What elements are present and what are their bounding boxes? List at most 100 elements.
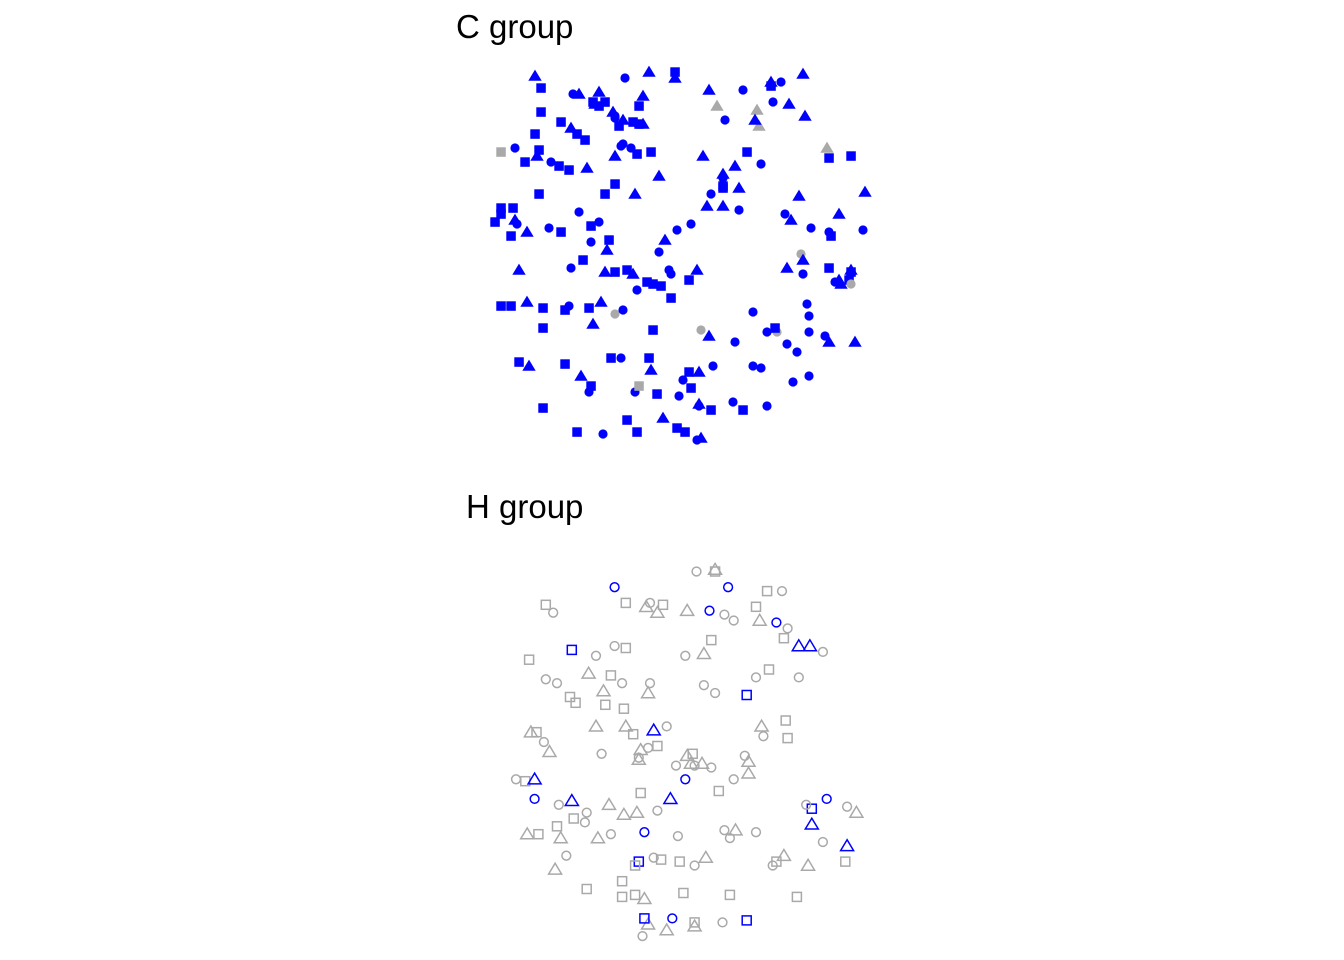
scatter-point-circle-muted bbox=[642, 742, 654, 754]
scatter-point-circle-highlight bbox=[544, 223, 554, 233]
scatter-point-circle-highlight bbox=[598, 429, 608, 439]
scatter-point-triangle-muted bbox=[640, 685, 656, 699]
scatter-point-circle-muted bbox=[728, 615, 739, 626]
scatter-point-triangle-highlight bbox=[732, 181, 746, 193]
scatter-point-square-highlight bbox=[648, 325, 658, 335]
scatter-point-square-muted bbox=[533, 828, 544, 840]
scatter-point-square-muted bbox=[763, 664, 775, 675]
scatter-point-square-highlight bbox=[580, 135, 590, 145]
scatter-point-triangle-muted bbox=[750, 103, 764, 115]
scatter-point-triangle-highlight bbox=[858, 185, 872, 197]
scatter-point-square-highlight bbox=[566, 644, 578, 656]
scatter-point-circle-highlight bbox=[722, 582, 734, 593]
scatter-point-triangle-muted bbox=[547, 861, 563, 875]
scatter-point-circle-highlight bbox=[667, 913, 678, 924]
scatter-point-circle-muted bbox=[540, 674, 551, 685]
scatter-point-circle-muted bbox=[782, 623, 793, 634]
scatter-point-square-muted bbox=[605, 670, 617, 681]
scatter-point-triangle-muted bbox=[616, 806, 632, 820]
scatter-point-circle-muted bbox=[709, 687, 721, 699]
scatter-point-square-highlight bbox=[666, 293, 676, 303]
scatter-point-triangle-highlight bbox=[694, 431, 708, 443]
scatter-point-circle-muted bbox=[719, 825, 730, 836]
scatter-point-circle-highlight bbox=[654, 247, 664, 257]
scatter-point-circle-muted bbox=[644, 678, 656, 689]
scatter-point-circle-highlight bbox=[609, 582, 620, 593]
scatter-point-circle-muted bbox=[817, 646, 829, 658]
scatter-point-circle-highlight bbox=[678, 375, 688, 385]
scatter-point-square-muted bbox=[840, 856, 851, 867]
scatter-point-circle-highlight bbox=[762, 401, 772, 411]
scatter-point-square-muted bbox=[616, 875, 628, 887]
scatter-point-circle-muted bbox=[553, 799, 564, 810]
scatter-point-triangle-highlight bbox=[520, 225, 534, 237]
scatter-point-circle-muted bbox=[750, 672, 762, 683]
scatter-point-triangle-highlight bbox=[598, 265, 612, 277]
scatter-point-square-muted bbox=[629, 889, 641, 901]
scatter-point-circle-highlight bbox=[768, 97, 778, 107]
scatter-point-square-highlight bbox=[560, 359, 570, 369]
scatter-point-triangle-highlight bbox=[574, 369, 588, 381]
scatter-point-square-highlight bbox=[584, 303, 594, 313]
scatter-point-square-muted bbox=[581, 883, 592, 895]
scatter-point-square-muted bbox=[709, 566, 721, 577]
scatter-point-square-highlight bbox=[538, 323, 548, 333]
scatter-point-circle-highlight bbox=[529, 793, 540, 805]
scatter-point-triangle-highlight bbox=[668, 71, 682, 83]
scatter-point-square-highlight bbox=[648, 279, 658, 289]
scatter-point-triangle-highlight bbox=[658, 233, 672, 245]
scatter-point-square-highlight bbox=[538, 303, 548, 313]
scatter-point-square-highlight bbox=[610, 179, 620, 189]
scatter-point-circle-highlight bbox=[821, 793, 832, 805]
scatter-point-circle-highlight bbox=[704, 605, 715, 616]
scatter-point-square-highlight bbox=[706, 405, 716, 415]
scatter-point-triangle-highlight bbox=[780, 261, 794, 273]
scatter-point-square-muted bbox=[620, 642, 632, 654]
scatter-point-square-highlight bbox=[606, 353, 616, 363]
scatter-point-triangle-highlight bbox=[796, 253, 810, 265]
scatter-point-circle-highlight bbox=[756, 363, 766, 373]
scatter-point-circle-highlight bbox=[734, 205, 744, 215]
scatter-point-triangle-highlight bbox=[784, 213, 798, 225]
scatter-point-triangle-highlight bbox=[563, 793, 580, 807]
c-group-title: C group bbox=[456, 8, 574, 45]
scatter-point-triangle-highlight bbox=[803, 816, 820, 830]
scatter-point-circle-highlight bbox=[510, 143, 520, 153]
scatter-point-circle-highlight bbox=[804, 327, 814, 337]
scatter-point-triangle-highlight bbox=[572, 87, 586, 99]
scatter-point-triangle-muted bbox=[707, 561, 723, 575]
scatter-point-circle-highlight bbox=[620, 73, 630, 83]
scatter-point-circle-highlight bbox=[639, 827, 650, 838]
scatter-point-square-highlight bbox=[604, 235, 614, 245]
scatter-point-circle-highlight bbox=[574, 207, 584, 217]
scatter-point-circle-muted bbox=[689, 760, 700, 771]
scatter-point-circle-muted bbox=[652, 805, 663, 816]
scatter-point-triangle-highlight bbox=[628, 187, 642, 199]
scatter-point-circle-muted bbox=[724, 832, 736, 844]
scatter-point-circle-highlight bbox=[594, 217, 604, 227]
scatter-point-square-highlight bbox=[824, 153, 834, 163]
scatter-point-square-highlight bbox=[572, 427, 582, 437]
scatter-point-triangle-highlight bbox=[692, 365, 706, 377]
scatter-point-square-highlight bbox=[680, 427, 690, 437]
scatter-point-triangle-highlight bbox=[796, 67, 810, 79]
scatter-point-square-muted bbox=[627, 728, 639, 740]
h-group-scatter-plot bbox=[510, 561, 865, 942]
scatter-point-square-highlight bbox=[556, 227, 566, 237]
scatter-point-square-highlight bbox=[738, 405, 748, 415]
scatter-point-triangle-highlight bbox=[798, 109, 812, 121]
scatter-point-square-highlight bbox=[628, 117, 638, 127]
scatter-point-triangle-highlight bbox=[702, 83, 716, 95]
scatter-point-triangle-highlight bbox=[592, 85, 606, 97]
scatter-point-circle-muted bbox=[561, 850, 572, 861]
scatter-point-circle-muted bbox=[739, 750, 750, 761]
scatter-point-square-muted bbox=[791, 891, 803, 903]
scatter-point-square-highlight bbox=[572, 129, 582, 139]
scatter-point-triangle-highlight bbox=[600, 243, 614, 255]
scatter-point-triangle-muted bbox=[636, 891, 653, 905]
scatter-point-square-highlight bbox=[672, 423, 682, 433]
scatter-point-square-muted bbox=[496, 147, 506, 157]
scatter-point-square-highlight bbox=[742, 147, 752, 157]
scatter-point-square-highlight bbox=[770, 323, 780, 333]
scatter-point-triangle-muted bbox=[523, 724, 539, 738]
